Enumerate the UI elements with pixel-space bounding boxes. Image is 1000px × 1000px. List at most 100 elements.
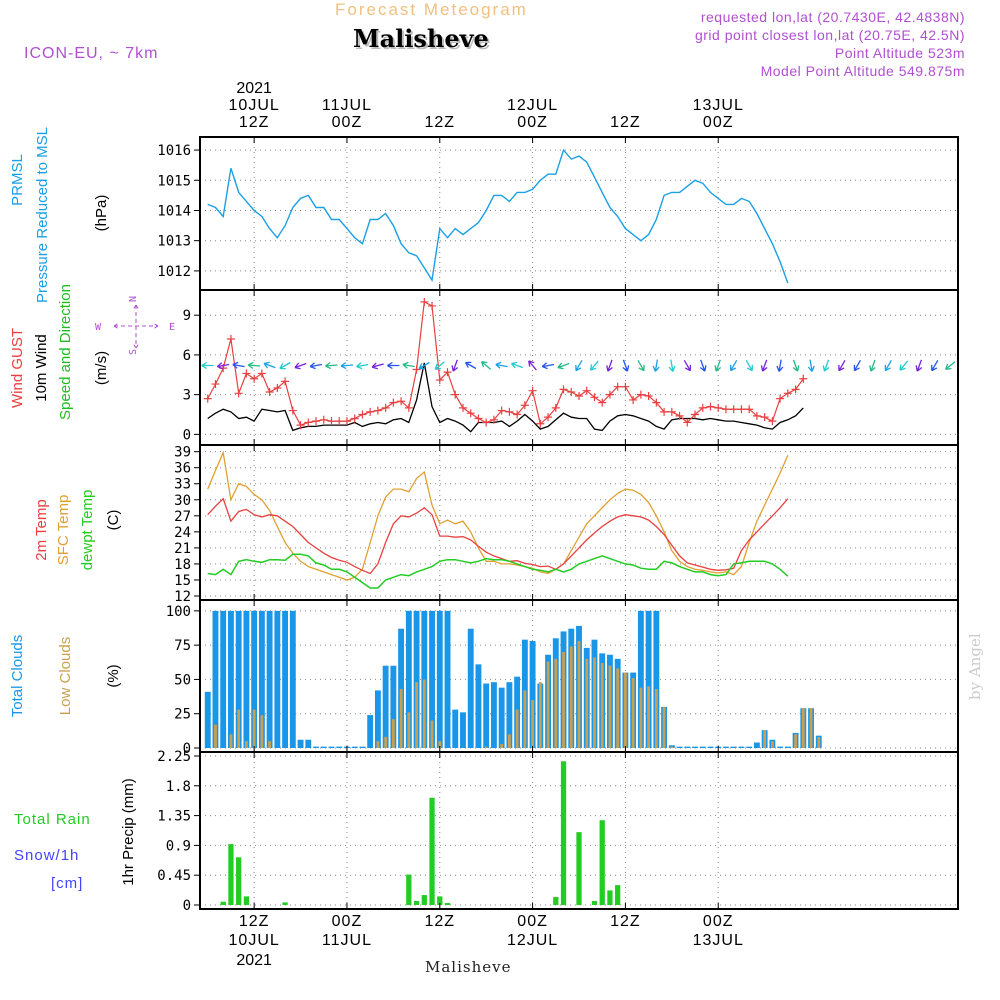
top-axis-hour: 00Z: [332, 114, 363, 131]
pressure-ytick-label-4: 1016: [157, 143, 191, 159]
gust-marker: [737, 405, 746, 414]
low-cloud-bar: [523, 690, 527, 748]
gust-marker: [675, 411, 684, 420]
wind-direction-arrow: [915, 359, 923, 372]
total-cloud-bar: [684, 746, 691, 748]
total-cloud-bar: [723, 746, 729, 748]
compass-n: N: [128, 296, 139, 302]
model-altitude: Model Point Altitude 549.875m: [760, 63, 965, 79]
wind-direction-arrow: [434, 361, 445, 371]
pressure-panel-bg: [200, 137, 958, 290]
precip-unit-label: 1hr Precip (mm): [120, 778, 137, 886]
total-cloud-bar: [483, 683, 490, 748]
wind-direction-arrow: [480, 361, 492, 370]
temp-ytick-label-3: 21: [174, 541, 191, 557]
wind-direction-arrow: [637, 359, 645, 372]
low-cloud-bar: [500, 743, 504, 748]
wind-ytick-label-0: 0: [183, 427, 191, 443]
total-cloud-bar: [529, 641, 536, 748]
gust-marker: [397, 397, 406, 406]
wind-direction-arrow: [510, 361, 524, 369]
compass-w: W: [95, 322, 102, 333]
gust-marker: [667, 407, 676, 416]
gust-marker: [683, 418, 692, 427]
gust-marker: [474, 414, 483, 423]
total-cloud-bar: [436, 610, 443, 748]
wind-direction-arrow: [340, 362, 353, 370]
low-cloud-bar: [430, 720, 434, 748]
background-layer: [200, 137, 958, 909]
gust-marker: [257, 369, 266, 378]
gust-marker: [296, 421, 305, 430]
total-cloud-bar: [398, 628, 405, 748]
low-cloud-bar: [438, 741, 442, 748]
wind-direction-arrow: [247, 361, 261, 369]
total-cloud-bar: [351, 746, 358, 748]
gust-marker: [760, 413, 769, 422]
wind-direction-arrow: [899, 360, 909, 371]
low-cloud-bar: [214, 724, 217, 748]
top-axis-date: 11JUL: [322, 97, 372, 114]
wind-direction-arrow: [356, 362, 369, 370]
total-cloud-bar: [220, 610, 227, 748]
top-axis-hour: 12Z: [239, 114, 270, 131]
bottom-axis-date: 10JUL: [229, 932, 280, 949]
rain-bar: [591, 901, 598, 905]
temp-ytick-label-4: 24: [174, 525, 191, 541]
total-cloud-bar: [374, 690, 381, 748]
low-cloud-bar: [662, 706, 666, 748]
total-cloud-bar: [367, 715, 374, 748]
gust-marker: [381, 403, 390, 412]
rain-bar: [444, 903, 451, 905]
temp-ytick-label-1: 15: [174, 573, 191, 589]
gust-marker: [528, 386, 537, 395]
low-cloud-bar: [260, 715, 264, 748]
total-cloud-bar: [235, 610, 242, 748]
total-cloud-bar: [266, 610, 273, 748]
wind-speed-line: [207, 362, 804, 433]
total-cloud-bar: [258, 610, 265, 748]
data-layer: [202, 150, 956, 905]
gust-marker: [660, 407, 669, 416]
wind-direction-arrow: [606, 359, 613, 372]
gust-marker: [598, 398, 607, 407]
wind-direction-arrow: [683, 359, 692, 372]
low-cloud-bar: [624, 672, 627, 748]
gust-marker: [783, 389, 792, 398]
gust-marker: [466, 409, 475, 418]
low-cloud-bar: [577, 641, 581, 748]
low-cloud-bar: [391, 719, 395, 748]
low-cloud-bar: [268, 741, 272, 748]
rain-bar: [236, 857, 242, 905]
precip-ytick-label-3: 1.35: [157, 809, 191, 825]
temp-ytick-label-8: 36: [174, 461, 191, 477]
temp-ytick-label-0: 12: [174, 589, 191, 605]
low-cloud-bar: [801, 708, 805, 748]
dewpoint-line: [207, 553, 789, 589]
requested-coords: requested lon,lat (20.7430E, 42.4838N): [700, 9, 965, 25]
gust-marker: [304, 418, 313, 427]
wind-unit: (m/s): [93, 351, 110, 385]
gust-marker: [698, 403, 707, 412]
wind-direction-arrow: [495, 361, 508, 369]
top-axis-hour: 00Z: [703, 114, 734, 131]
bottom-axis-year: 2021: [236, 952, 272, 969]
gust-marker: [428, 301, 437, 310]
gust-marker: [420, 297, 429, 306]
gust-marker: [242, 369, 251, 378]
top-axis-date: 13JUL: [693, 97, 744, 114]
wind-direction-arrow: [402, 361, 415, 369]
low-cloud-bar: [616, 668, 620, 748]
clouds-ytick-label-4: 100: [166, 604, 191, 620]
precip-ytick-label-5: 2.25: [157, 749, 191, 765]
gust-marker: [412, 365, 421, 374]
gust-marker: [575, 391, 583, 400]
low-cloud-bar: [229, 734, 233, 748]
low-cloud-bar: [608, 665, 612, 748]
gust-marker: [327, 417, 336, 426]
wind-direction-arrow: [541, 362, 555, 370]
low-cloud-bar: [600, 662, 604, 748]
wind-ytick-label-2: 6: [183, 348, 191, 364]
